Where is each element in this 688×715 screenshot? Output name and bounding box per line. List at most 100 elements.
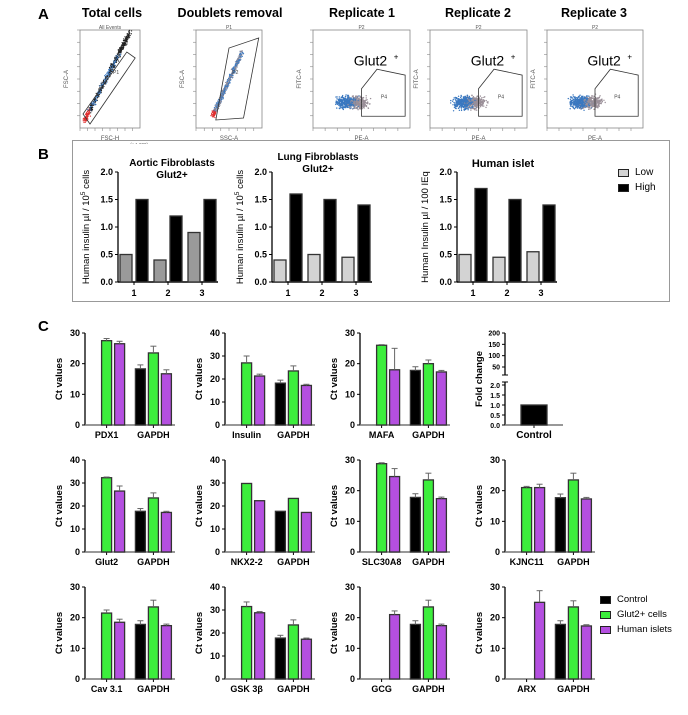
category-label: Glut2 xyxy=(95,557,118,567)
bar-glut2-cells-gapdh xyxy=(147,606,160,680)
bar-chart-4: 0 10 20 30 Ct values PDX1 GAPDH xyxy=(54,328,175,440)
bar-glut2-cells-gapdh xyxy=(147,497,160,553)
category-label: 1 xyxy=(470,288,475,298)
y-tick-label: 1.0 xyxy=(439,222,452,232)
flow-title-replicate-1: Replicate 1 xyxy=(328,6,396,20)
bar-human-islets-gapdh xyxy=(580,625,593,680)
y-axis-label: Ct values xyxy=(329,485,340,527)
category-label: NKX2-2 xyxy=(231,557,263,567)
category-label: GAPDH xyxy=(557,557,590,567)
category-label: GAPDH xyxy=(557,684,590,694)
bar-high-1 xyxy=(289,193,303,283)
bar-human-islets-gcg xyxy=(388,613,401,680)
y-axis-label: Ct values xyxy=(329,358,340,400)
y-tick-label: 50 xyxy=(492,365,500,372)
bar-glut2-cells-gapdh xyxy=(422,479,435,553)
y-tick-label: 30 xyxy=(70,328,80,338)
bar-control-gapdh xyxy=(134,368,147,426)
y-tick-label: 2.0 xyxy=(490,383,500,390)
panel-b-frame xyxy=(72,140,670,302)
y-tick-label: 0 xyxy=(350,674,355,684)
category-label: 1 xyxy=(285,288,290,298)
x-axis-label: SSC-A xyxy=(220,136,238,142)
y-tick-label: 40 xyxy=(210,582,220,592)
y-axis-label: FSC-A xyxy=(64,70,70,88)
bar-chart-10: 0 10 20 30 Ct values SLC30A8 GAPDH xyxy=(329,455,450,567)
y-axis-label: Human Insulin µl / 100 IEq xyxy=(420,171,431,283)
bar-control-gapdh xyxy=(274,382,287,426)
bar-glut2-cells-gapdh xyxy=(422,606,435,680)
bar-high-3 xyxy=(542,204,556,283)
legend-item-control: Control xyxy=(600,592,672,607)
y-tick-label: 100 xyxy=(488,353,500,360)
bar-glut2-cells-gapdh xyxy=(287,370,300,426)
category-label: 3 xyxy=(353,288,358,298)
bar-glut2-cells-gapdh xyxy=(567,606,580,680)
y-tick-label: 10 xyxy=(345,516,355,526)
y-tick-label: 30 xyxy=(490,455,500,465)
flow-plot-5: Glut2 + P2 P4 PE-A FITC-A xyxy=(531,25,644,142)
y-tick-label: 150 xyxy=(488,342,500,349)
bar-control-gapdh xyxy=(554,623,567,680)
y-tick-label: 0.0 xyxy=(100,277,113,287)
y-tick-label: 20 xyxy=(70,501,80,511)
bar-control-gapdh xyxy=(409,369,422,426)
x-axis-label: PE-A xyxy=(354,136,368,142)
y-axis-label: Ct values xyxy=(194,485,205,527)
y-tick-label: 1.0 xyxy=(254,222,267,232)
bar-chart-12: 0 10 20 30 Ct values Cav 3.1 GAPDH xyxy=(54,582,175,694)
bar-human-islets-gsk-3- xyxy=(253,612,266,680)
flow-plot-3: Glut2 + P2 P4 PE-A FITC-A xyxy=(297,25,411,142)
y-tick-label: 10 xyxy=(345,643,355,653)
chart-b3-title: Human islet xyxy=(471,158,535,170)
y-tick-label: 1.5 xyxy=(100,195,113,205)
gate-p4 xyxy=(594,68,639,117)
gate-label: P4 xyxy=(498,95,504,101)
y-axis-label: Ct values xyxy=(474,485,485,527)
chart-b1-title: Aortic Fibroblasts Glut2+ xyxy=(129,158,215,181)
category-label: 1 xyxy=(131,288,136,298)
y-tick-label: 2.0 xyxy=(254,167,267,177)
bar-control-gapdh xyxy=(554,497,567,553)
y-tick-label: 20 xyxy=(490,486,500,496)
bar-low-2 xyxy=(307,253,321,283)
event-dots xyxy=(567,93,606,111)
population-label: Glut2 xyxy=(587,52,621,68)
y-axis-label: Ct values xyxy=(194,612,205,654)
bar-chart-13: 0 10 20 30 40 Ct values GSK 3β GAPDH xyxy=(194,582,315,694)
y-tick-label: 30 xyxy=(70,478,80,488)
panel-c-legend: Control Glut2+ cells Human islets xyxy=(600,592,672,637)
y-tick-label: 20 xyxy=(345,359,355,369)
y-tick-label: 40 xyxy=(210,328,220,338)
y-tick-label: 30 xyxy=(490,582,500,592)
bar-glut2-cells-pdx1 xyxy=(100,340,113,426)
category-label: 2 xyxy=(504,288,509,298)
y-tick-label: 1.5 xyxy=(490,393,500,400)
y-tick-label: 20 xyxy=(70,613,80,623)
bar-low-3 xyxy=(526,251,540,283)
bar-glut2-cells-gapdh xyxy=(422,363,435,426)
bar-low-1 xyxy=(273,259,287,283)
scale-note: (x 1,000) xyxy=(130,142,148,144)
category-label: GAPDH xyxy=(277,684,310,694)
bar-human-islets-gapdh xyxy=(435,624,448,680)
category-label: GCG xyxy=(371,684,392,694)
legend-swatch-low xyxy=(618,168,629,177)
legend-item-human-islets: Human islets xyxy=(600,622,672,637)
bar-human-islets-mafa xyxy=(388,369,401,426)
flow-plot-4: Glut2 + P2 P4 PE-A FITC-A xyxy=(414,25,528,142)
bar-chart-7: 50 100 150 200 0.0 0.5 1.0 1.5 2.0 Fold change Con… xyxy=(474,331,563,441)
bar-human-islets-slc30a8 xyxy=(388,475,401,553)
bar-human-islets-gapdh xyxy=(160,511,173,553)
bar-glut2-cells-nkx2-2 xyxy=(240,482,253,553)
bar-high-2 xyxy=(508,198,522,283)
bar-human-islets-gapdh xyxy=(160,624,173,680)
y-tick-label: 0.0 xyxy=(439,277,452,287)
panel-label-a: A xyxy=(38,6,49,23)
category-label: GSK 3β xyxy=(230,684,263,694)
y-axis-label: Ct values xyxy=(194,358,205,400)
y-tick-label: 30 xyxy=(210,478,220,488)
population-label: Glut2 xyxy=(354,52,388,68)
legend-swatch-control xyxy=(600,595,611,604)
